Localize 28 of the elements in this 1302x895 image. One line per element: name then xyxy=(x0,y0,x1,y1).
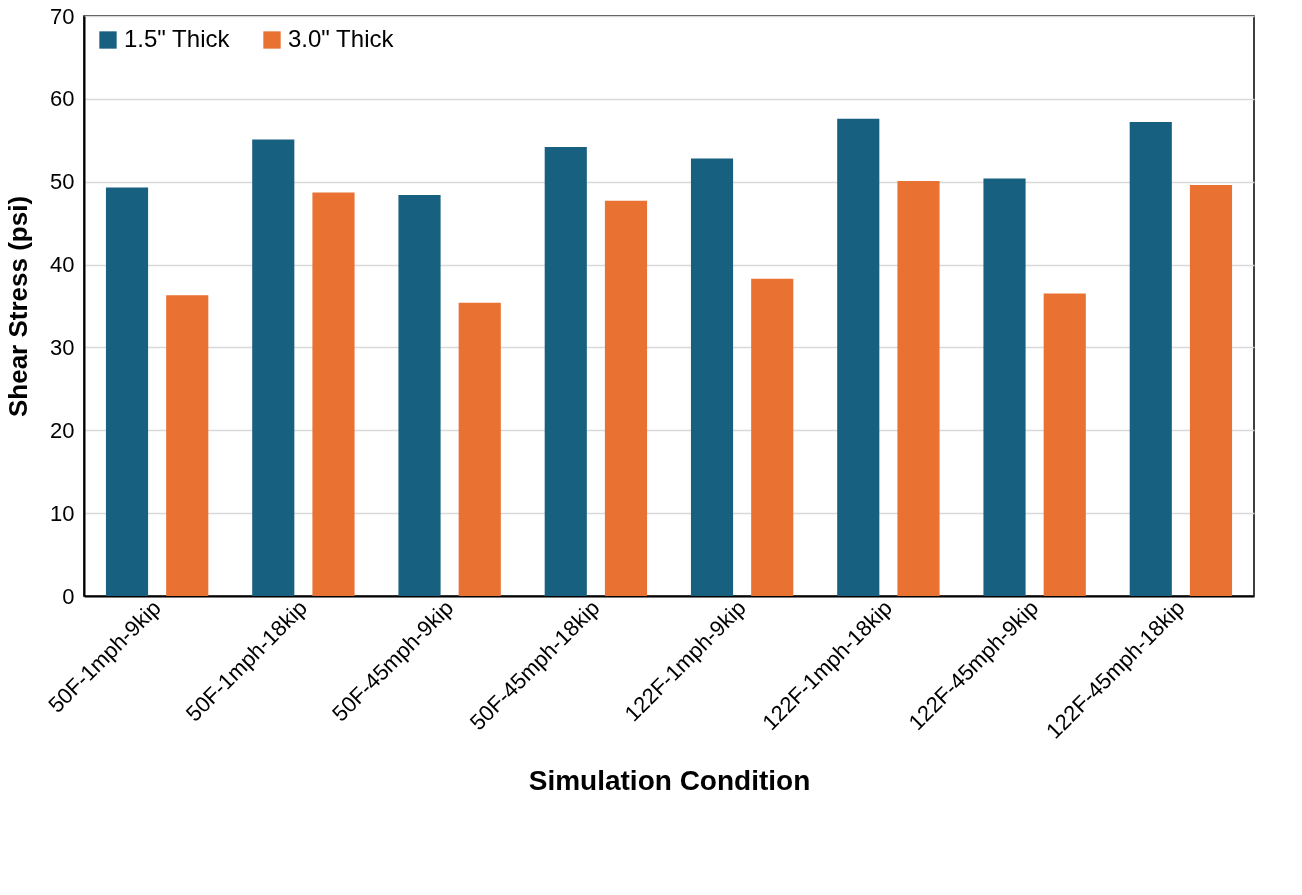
bar xyxy=(458,302,501,596)
bar xyxy=(983,178,1026,596)
bar xyxy=(897,180,940,596)
bar xyxy=(690,158,734,596)
bar xyxy=(837,118,880,596)
y-tick-label: 30 xyxy=(50,334,75,360)
y-tick-label: 40 xyxy=(50,252,75,278)
bar xyxy=(312,192,355,596)
bar xyxy=(1129,122,1172,596)
bar xyxy=(105,187,149,596)
y-tick-label: 60 xyxy=(50,86,75,112)
y-tick-label: 20 xyxy=(50,417,75,443)
bar xyxy=(604,200,648,596)
y-tick-label: 50 xyxy=(50,169,75,195)
bar xyxy=(1043,293,1086,596)
y-tick-label: 0 xyxy=(62,583,75,609)
legend-label: 1.5" Thick xyxy=(124,25,231,52)
legend-label: 3.0" Thick xyxy=(288,25,395,52)
bar xyxy=(544,146,587,596)
y-tick-label: 10 xyxy=(50,500,75,526)
bar xyxy=(166,295,209,596)
bar xyxy=(252,139,295,596)
bar xyxy=(1189,185,1233,596)
x-axis-title: Simulation Condition xyxy=(528,764,811,796)
bar xyxy=(751,278,794,596)
y-axis-title: Shear Stress (psi) xyxy=(3,195,34,418)
y-tick-label: 70 xyxy=(50,3,75,29)
bar xyxy=(398,194,441,596)
